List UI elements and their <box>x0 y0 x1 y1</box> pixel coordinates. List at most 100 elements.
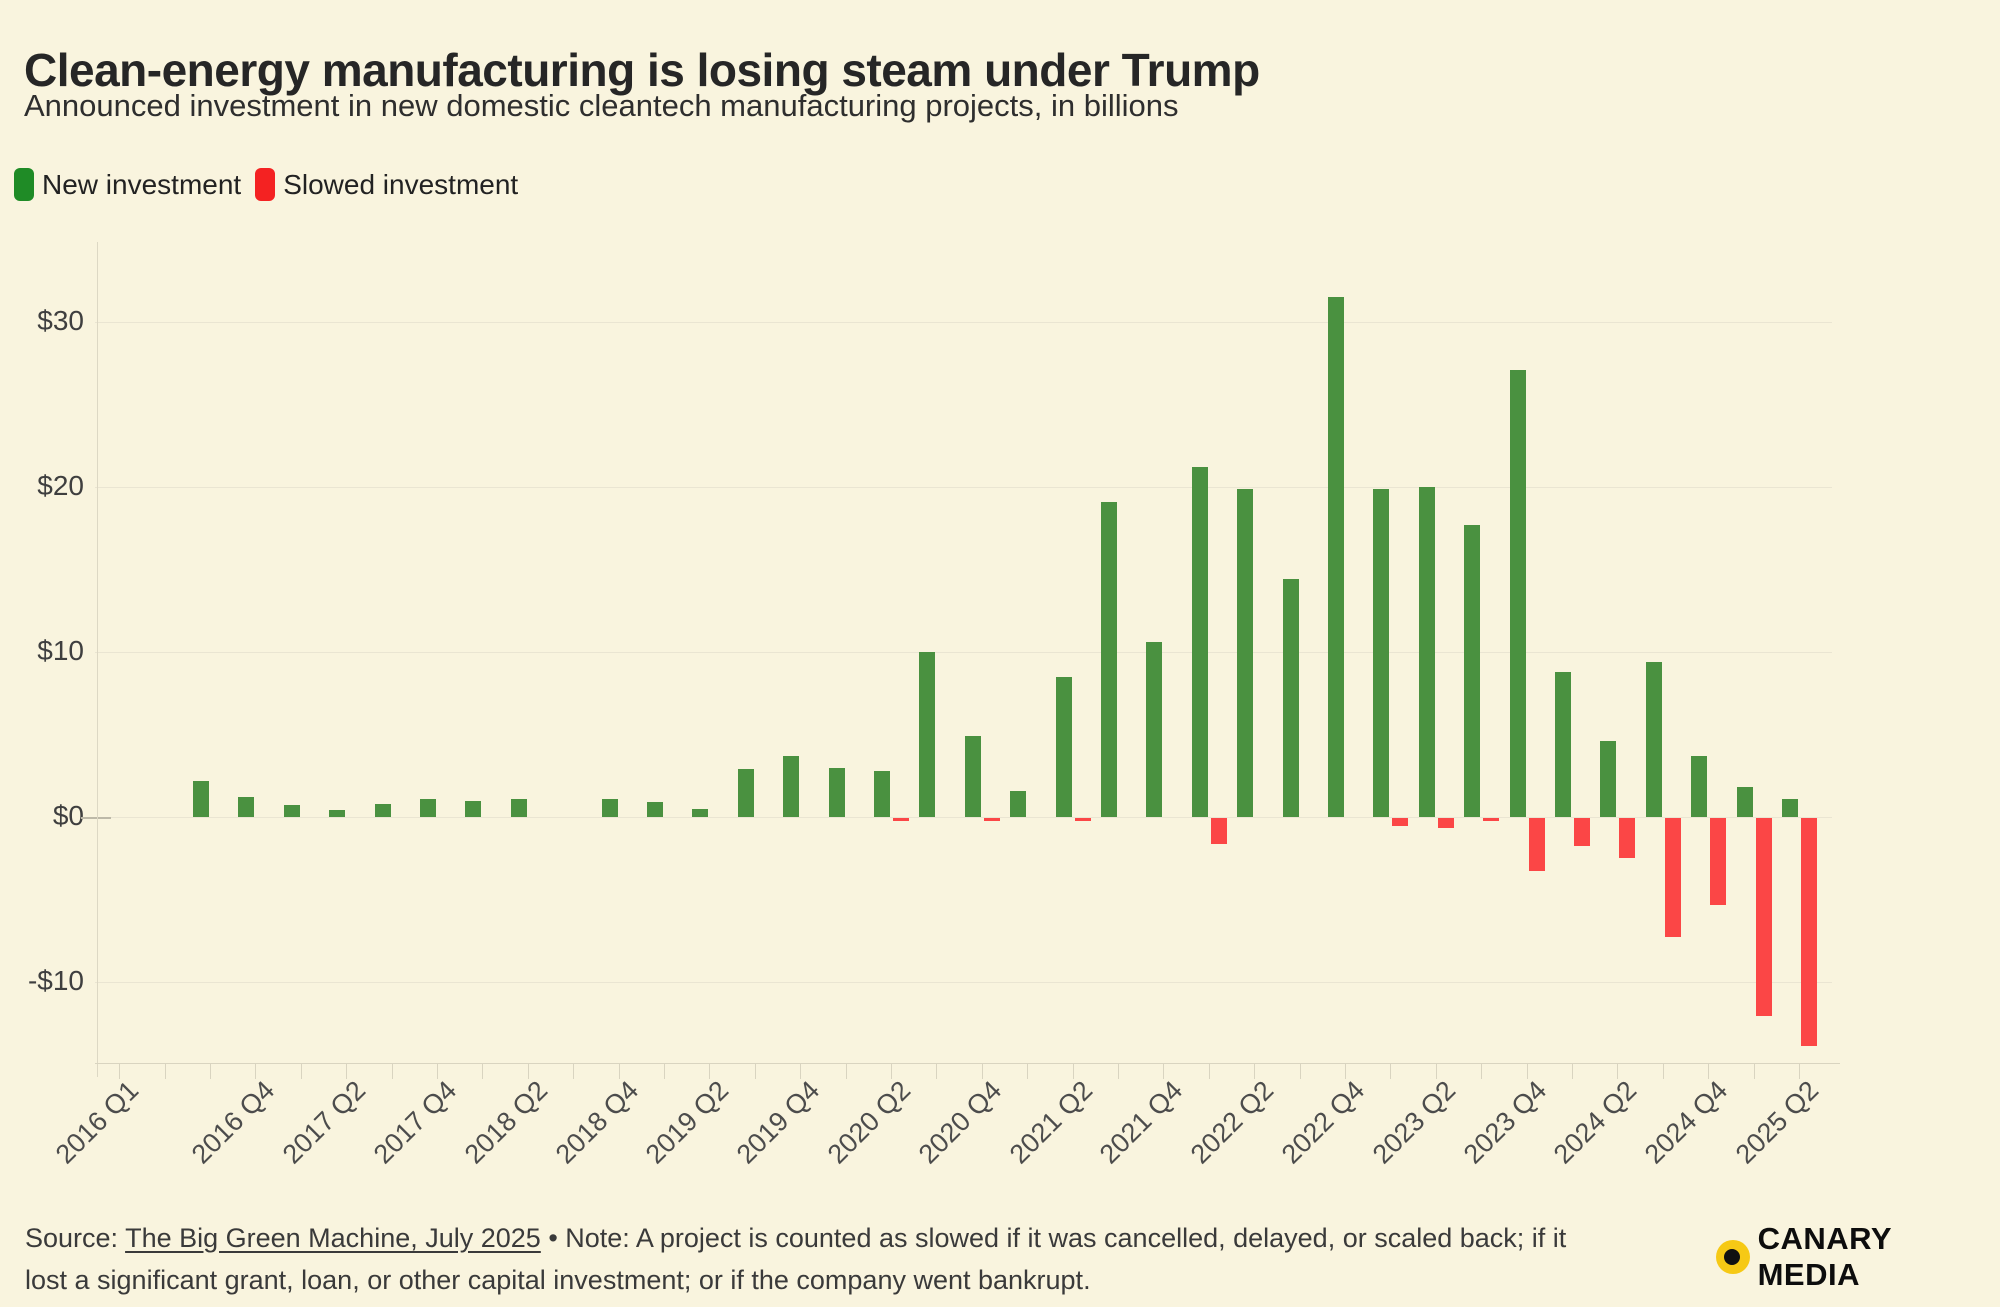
bar-slowed-2020 Q4[interactable] <box>983 818 1000 822</box>
bar-slowed-2023 Q4[interactable] <box>1528 818 1545 871</box>
bar-slowed-2024 Q3[interactable] <box>1664 818 1681 937</box>
bar-new-2024 Q3[interactable] <box>1645 661 1662 817</box>
legend: New investment Slowed investment <box>14 168 522 201</box>
gridline--$10 <box>95 982 1832 983</box>
x-tick-2016 Q2 <box>164 1064 166 1079</box>
bar-new-2019 Q3[interactable] <box>737 769 754 817</box>
x-tick-2018 Q2 <box>527 1064 529 1079</box>
x-tick-2023 Q1 <box>1390 1064 1392 1079</box>
x-tick-2021 Q3 <box>1118 1064 1119 1079</box>
bar-new-2019 Q1[interactable] <box>647 802 663 817</box>
bar-slowed-2024 Q4[interactable] <box>1710 818 1727 906</box>
bar-new-2023 Q2[interactable] <box>1418 487 1435 817</box>
bar-new-2023 Q4[interactable] <box>1509 369 1526 817</box>
gridline-$20 <box>95 487 1832 488</box>
x-tick-2024 Q3 <box>1662 1064 1664 1079</box>
bar-new-2019 Q2[interactable] <box>692 808 709 817</box>
x-tick-2020 Q4 <box>981 1064 983 1079</box>
legend-swatch-slowed-icon <box>255 168 276 201</box>
bar-new-2018 Q4[interactable] <box>601 798 618 817</box>
x-tick-2024 Q4 <box>1708 1064 1710 1079</box>
x-tick-2016 Q4 <box>255 1064 257 1079</box>
x-tick-2017 Q4 <box>437 1064 438 1079</box>
bar-slowed-2021 Q2[interactable] <box>1074 818 1091 822</box>
x-tick-2023 Q3 <box>1481 1064 1483 1079</box>
bar-new-2022 Q4[interactable] <box>1328 297 1344 817</box>
page-title: Clean-energy manufacturing is losing ste… <box>24 43 1260 96</box>
bar-slowed-2022 Q1[interactable] <box>1210 818 1227 845</box>
x-tick-2019 Q2 <box>709 1064 711 1079</box>
bar-new-2024 Q4[interactable] <box>1691 755 1708 817</box>
x-tick-2020 Q1 <box>845 1064 847 1079</box>
x-tick-2023 Q4 <box>1526 1064 1528 1079</box>
x-tick-2016 Q3 <box>210 1064 211 1079</box>
bar-new-2017 Q3[interactable] <box>374 803 391 817</box>
y-axis-label-$30: $30 <box>37 305 84 336</box>
bar-new-2020 Q1[interactable] <box>828 767 845 817</box>
gridline-$0 <box>95 817 1832 818</box>
bar-new-2023 Q1[interactable] <box>1373 488 1390 817</box>
bar-new-2020 Q4[interactable] <box>964 736 981 817</box>
bar-new-2017 Q1[interactable] <box>283 805 300 817</box>
bar-new-2022 Q3[interactable] <box>1282 579 1299 817</box>
bar-new-2016 Q3[interactable] <box>193 780 209 817</box>
x-tick-2019 Q3 <box>754 1064 756 1079</box>
bar-new-2024 Q1[interactable] <box>1555 671 1571 817</box>
bar-new-2016 Q4[interactable] <box>238 797 255 817</box>
gridline-$10 <box>95 652 1832 653</box>
bar-new-2017 Q2[interactable] <box>329 810 346 817</box>
bar-slowed-2020 Q2[interactable] <box>893 818 909 822</box>
x-tick-2025 Q1 <box>1753 1064 1755 1079</box>
x-axis-line <box>95 1063 1840 1064</box>
x-tick-2024 Q2 <box>1617 1064 1619 1079</box>
source-note: Source: The Big Green Machine, July 2025… <box>25 1218 1685 1302</box>
legend-swatch-new-icon <box>14 168 34 201</box>
bar-new-2019 Q4[interactable] <box>783 755 800 817</box>
y-axis-line <box>97 242 98 1077</box>
bar-new-2021 Q4[interactable] <box>1146 642 1163 817</box>
x-tick-2018 Q1 <box>482 1064 484 1079</box>
bar-slowed-2024 Q1[interactable] <box>1574 818 1590 847</box>
x-tick-2022 Q3 <box>1299 1064 1301 1079</box>
source-link[interactable]: The Big Green Machine, July 2025 <box>125 1223 541 1253</box>
bar-new-2020 Q3[interactable] <box>919 652 936 817</box>
gridline-$30 <box>95 322 1832 323</box>
x-tick-2016 Q1 <box>119 1064 121 1079</box>
legend-label-slowed: Slowed investment <box>283 168 519 200</box>
x-tick-2017 Q1 <box>300 1064 302 1079</box>
legend-item-new-investment: New investment <box>14 168 241 201</box>
bar-new-2022 Q1[interactable] <box>1191 467 1208 817</box>
bar-slowed-2024 Q2[interactable] <box>1619 818 1636 858</box>
bar-slowed-2025 Q1[interactable] <box>1755 818 1772 1016</box>
bar-new-2018 Q2[interactable] <box>510 798 527 817</box>
x-tick-2019 Q4 <box>800 1064 802 1079</box>
legend-label-new: New investment <box>42 168 242 200</box>
y-axis-label-$20: $20 <box>37 470 84 501</box>
x-tick-2022 Q1 <box>1208 1064 1210 1079</box>
note-text-line1: • Note: A project is counted as slowed i… <box>540 1223 1567 1253</box>
bar-slowed-2023 Q3[interactable] <box>1483 818 1500 822</box>
bar-new-2025 Q2[interactable] <box>1782 798 1798 817</box>
bar-new-2018 Q1[interactable] <box>465 800 482 817</box>
bar-new-2017 Q4[interactable] <box>420 798 436 817</box>
x-tick-2017 Q3 <box>391 1064 393 1079</box>
x-tick-2021 Q4 <box>1163 1064 1165 1079</box>
page-subtitle: Announced investment in new domestic cle… <box>24 88 1179 123</box>
bar-slowed-2025 Q2[interactable] <box>1801 818 1817 1046</box>
legend-item-slowed-investment: Slowed investment <box>255 168 518 201</box>
logo-text: CANARY MEDIA <box>1757 1221 1892 1292</box>
bar-new-2021 Q1[interactable] <box>1010 790 1027 817</box>
bar-new-2022 Q2[interactable] <box>1237 488 1254 817</box>
bar-new-2023 Q3[interactable] <box>1464 524 1481 817</box>
bar-new-2024 Q2[interactable] <box>1600 741 1617 817</box>
y-axis-label-$0: $0 <box>52 800 84 831</box>
source-prefix: Source: <box>25 1223 126 1253</box>
bar-slowed-2023 Q1[interactable] <box>1392 818 1409 827</box>
x-tick-2020 Q3 <box>936 1064 938 1079</box>
x-tick-2022 Q2 <box>1254 1064 1256 1079</box>
bar-new-2025 Q1[interactable] <box>1736 787 1753 817</box>
bar-new-2021 Q2[interactable] <box>1055 676 1072 817</box>
bar-new-2020 Q2[interactable] <box>874 770 890 817</box>
bar-slowed-2023 Q2[interactable] <box>1437 818 1454 828</box>
bar-new-2021 Q3[interactable] <box>1101 501 1117 817</box>
